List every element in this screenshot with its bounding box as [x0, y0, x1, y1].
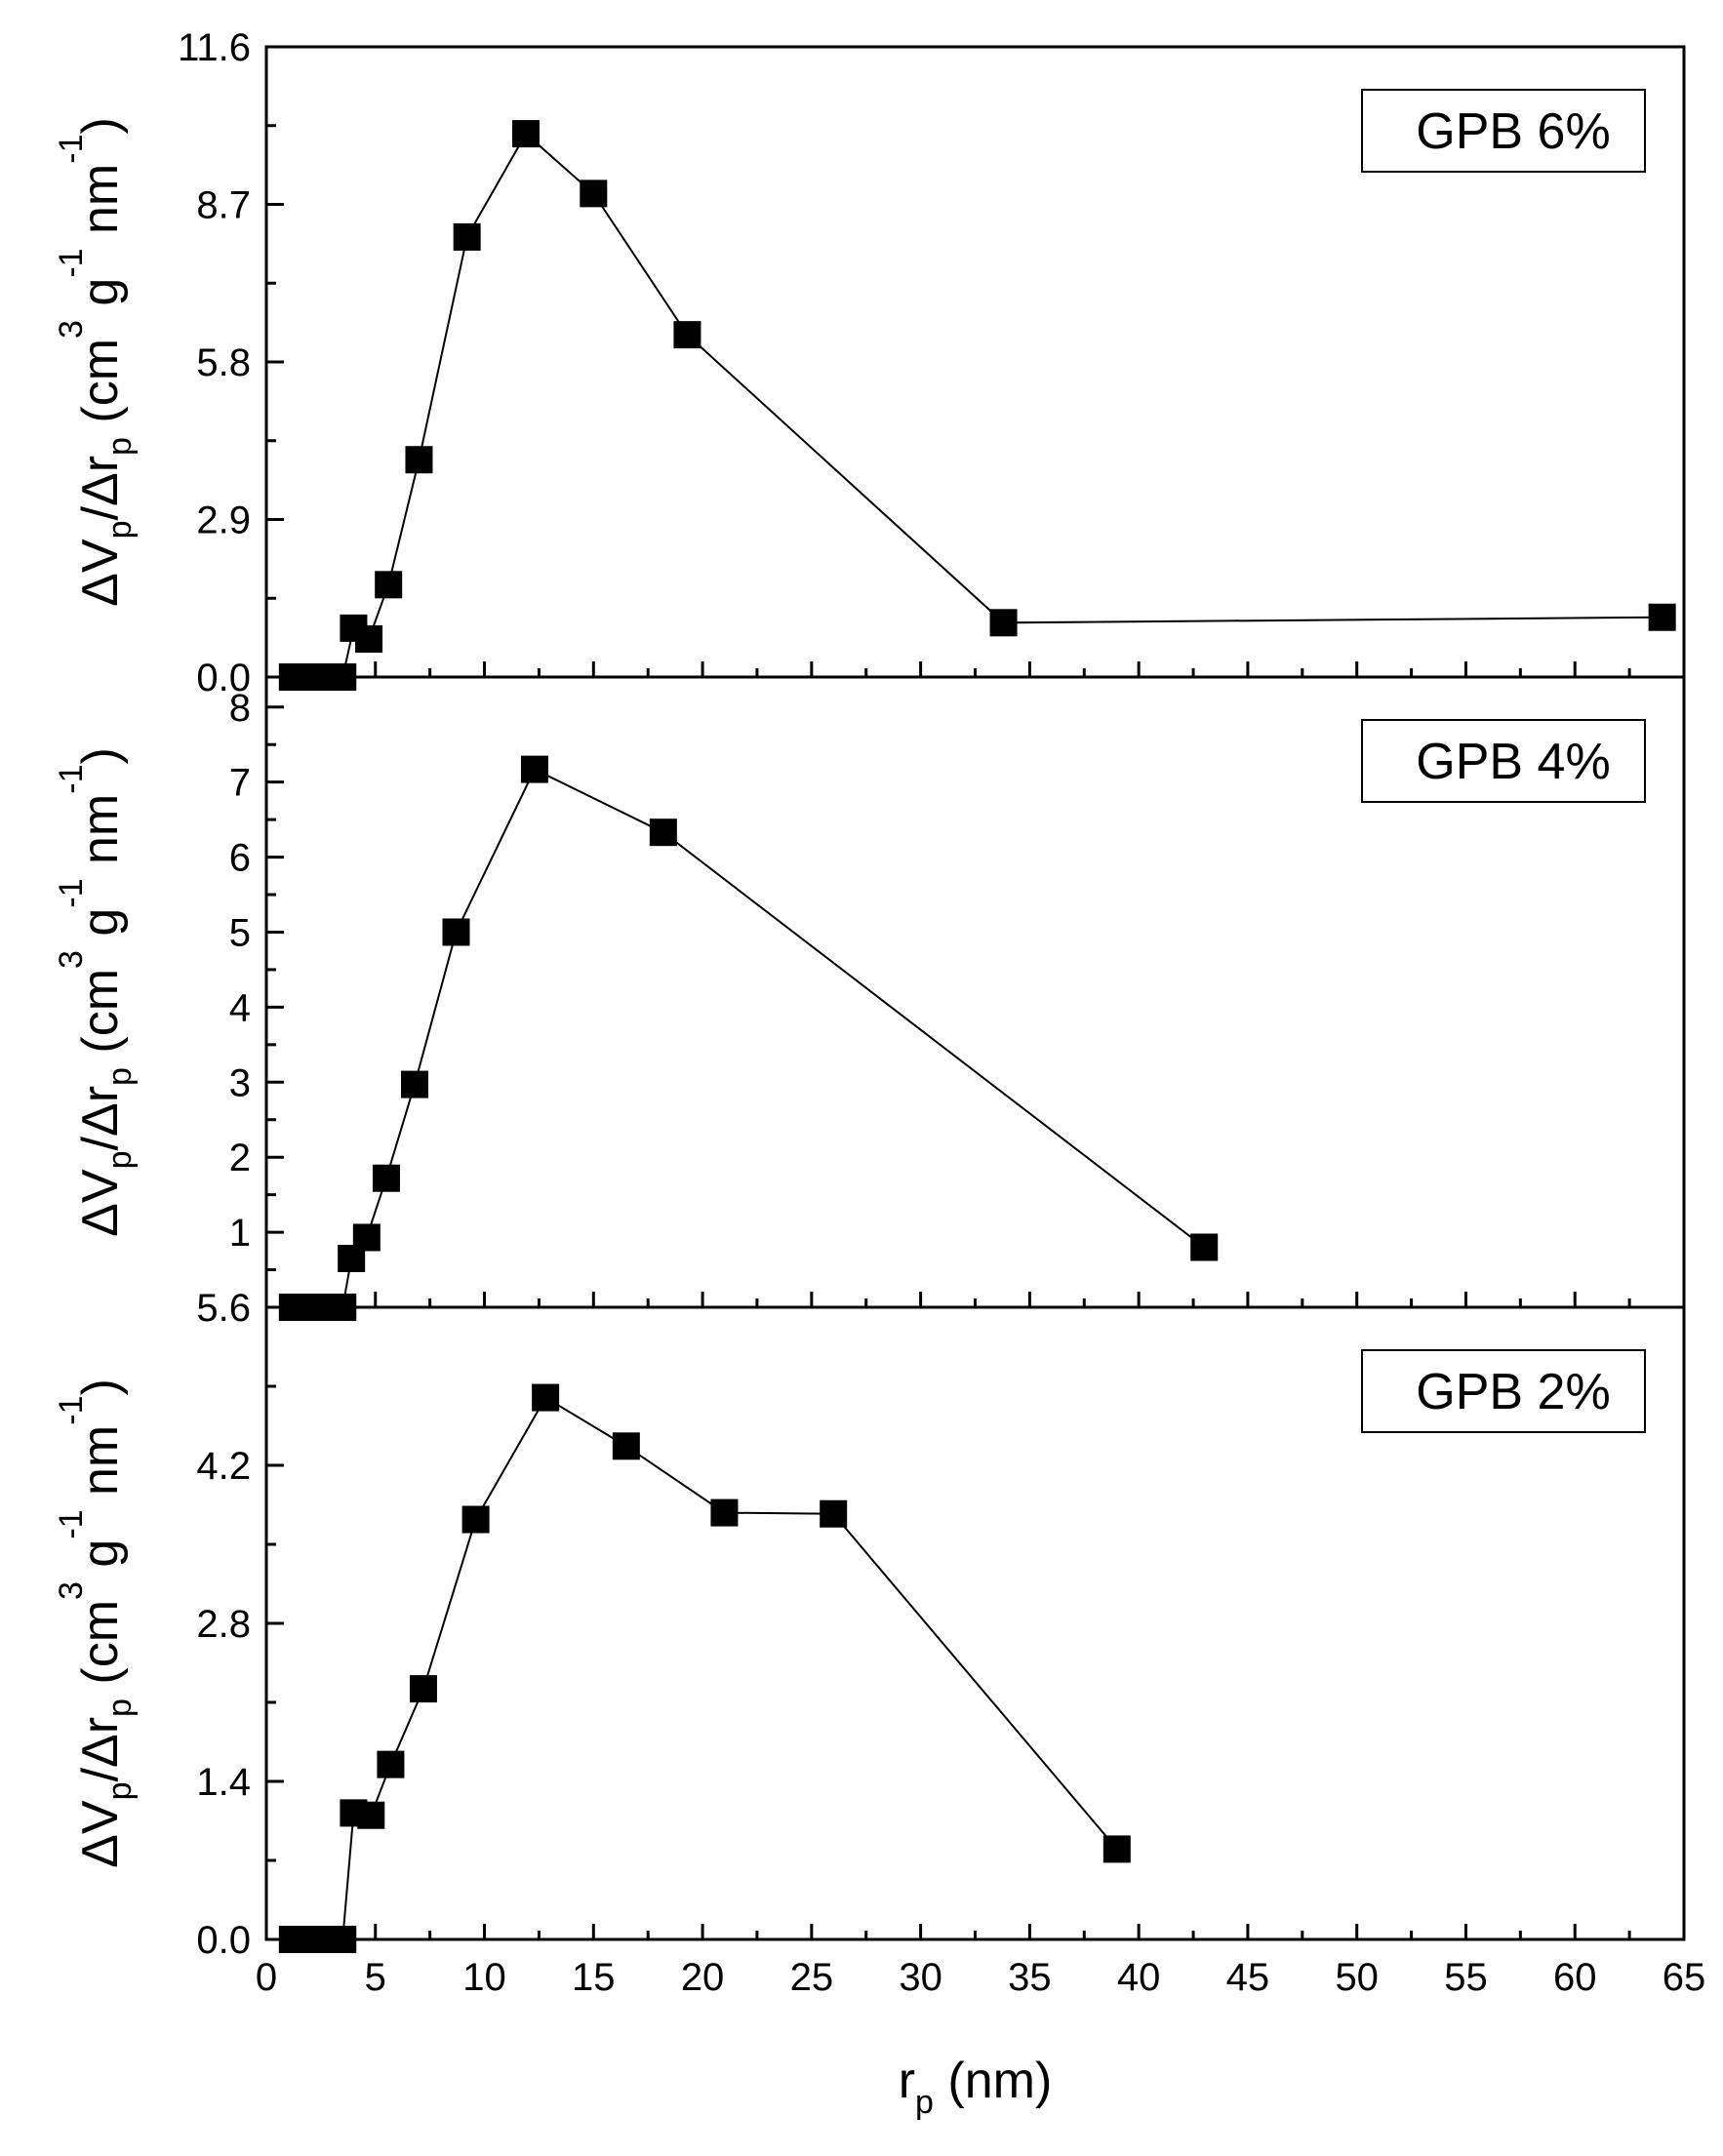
y-tick-label: 3: [229, 1061, 251, 1104]
y-tick-label: 11.6: [178, 26, 251, 69]
y-tick-label: 8.7: [196, 184, 251, 227]
y-tick-label: 5: [229, 911, 251, 954]
y-tick-label: 6: [229, 837, 251, 880]
x-tick-label: 50: [1335, 1956, 1379, 1999]
x-tick-label: 20: [681, 1956, 725, 1999]
y-tick-label: 4.2: [196, 1445, 251, 1488]
data-point: [520, 755, 548, 783]
y-tick-label: 7: [229, 762, 251, 805]
data-point: [352, 1223, 381, 1252]
y-tick-label: 1: [229, 1212, 251, 1255]
x-tick-label: 40: [1117, 1956, 1161, 1999]
legend-label: GPB 2%: [1416, 1364, 1610, 1420]
legend-box: [1361, 719, 1646, 803]
y-tick-label: 2: [229, 1137, 251, 1179]
y-tick-label: 8: [229, 687, 251, 730]
data-point: [442, 918, 470, 946]
legend-box: [1361, 1349, 1646, 1433]
data-point: [357, 1801, 385, 1829]
panel-top: 0.0 2.9 5.8 8.7 11.6 ΔVp/Δrp (cm3 g-1 nm-1) GP…: [53, 26, 1686, 699]
data-point: [375, 571, 403, 599]
x-tick-label: 15: [572, 1956, 616, 1999]
y-axis-title: ΔVp/Δrp (cm3 g-1 nm-1): [53, 117, 139, 607]
x-axis-title: rp (nm): [899, 2053, 1053, 2121]
x-tick-label: 5: [365, 1956, 386, 1999]
data-point: [405, 446, 433, 474]
data-point: [1648, 603, 1676, 631]
y-tick-label: 4: [229, 986, 251, 1029]
data-point: [372, 1164, 400, 1192]
data-point: [329, 1926, 357, 1953]
x-tick-label: 60: [1553, 1956, 1597, 1999]
data-point: [612, 1432, 640, 1460]
legend-label: GPB 4%: [1416, 734, 1610, 790]
data-point: [401, 1070, 429, 1098]
data-point: [512, 120, 541, 148]
y-tick-label: 0.0: [196, 1919, 251, 1962]
data-point: [820, 1499, 848, 1528]
panel-bottom: 0.0 1.4 2.8 4.2 5.6 ΔVp/Δrp (cm3 g-1 nm-1) GPB…: [53, 1287, 1686, 1962]
x-tick-label: 25: [790, 1956, 834, 1999]
data-point: [1102, 1835, 1131, 1863]
data-point: [377, 1750, 405, 1778]
y-tick-label: 2.8: [196, 1603, 251, 1646]
data-point: [1190, 1233, 1219, 1261]
legend-label: GPB 6%: [1416, 103, 1610, 160]
data-point: [710, 1498, 739, 1527]
data-point: [989, 609, 1018, 637]
y-tick-label: 5.8: [196, 341, 251, 384]
legend-box: [1361, 89, 1646, 173]
x-tick-label: 30: [899, 1956, 942, 1999]
data-point: [580, 180, 608, 208]
data-point: [409, 1675, 437, 1703]
y-tick-label: 5.6: [196, 1287, 251, 1330]
data-point: [649, 818, 677, 847]
chart-panels: 0.0 2.9 5.8 8.7 11.6 ΔVp/Δrp (cm3 g-1 nm-1) GP…: [53, 26, 1686, 1962]
data-point: [453, 222, 481, 251]
y-tick-label: 1.4: [196, 1761, 251, 1804]
x-tick-label: 35: [1008, 1956, 1052, 1999]
x-tick-label: 0: [256, 1956, 277, 1999]
x-tick-label: 10: [462, 1956, 506, 1999]
x-tick-label: 45: [1226, 1956, 1270, 1999]
data-point: [355, 625, 383, 654]
shared-x-axis: 0 5 10 15 20 25 30 35 40 45 50 55 60 65 rp (nm): [256, 1956, 1705, 2121]
data-point: [532, 1383, 560, 1412]
x-tick-label: 55: [1444, 1956, 1488, 1999]
y-axis-title: ΔVp/Δrp (cm3 g-1 nm-1): [53, 747, 139, 1237]
data-point: [461, 1505, 490, 1534]
data-point: [673, 321, 701, 349]
y-tick-label: 0.0: [196, 657, 251, 699]
y-axis-title: ΔVp/Δrp (cm3 g-1 nm-1): [53, 1378, 139, 1868]
x-tick-label: 65: [1663, 1956, 1706, 1999]
y-tick-label: 2.9: [196, 499, 251, 542]
panel-middle: 1 2 3 4 5 6 7 8 ΔVp/Δrp (cm3 g-1 nm-1) GPB 4%: [53, 675, 1686, 1321]
